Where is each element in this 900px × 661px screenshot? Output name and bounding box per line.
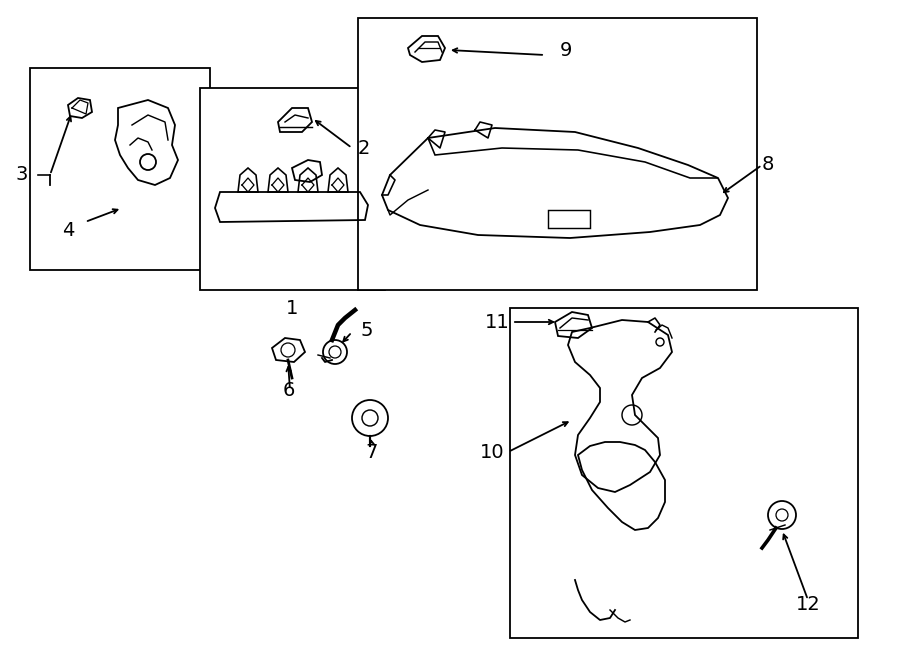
Bar: [200, 88, 385, 290]
Text: 10: 10: [481, 442, 505, 461]
Text: 7: 7: [365, 442, 378, 461]
Bar: [548, 210, 590, 228]
Text: 3: 3: [15, 165, 28, 184]
Text: 1: 1: [286, 299, 298, 317]
Text: 8: 8: [762, 155, 774, 175]
Text: 2: 2: [358, 139, 371, 157]
Text: 6: 6: [283, 381, 295, 399]
Bar: [358, 18, 757, 290]
Text: 4: 4: [62, 221, 74, 239]
Text: 5: 5: [360, 321, 373, 340]
Text: 9: 9: [560, 40, 572, 59]
Bar: [30, 68, 210, 270]
Text: 12: 12: [796, 596, 821, 615]
Bar: [510, 308, 858, 638]
Text: 11: 11: [485, 313, 510, 332]
